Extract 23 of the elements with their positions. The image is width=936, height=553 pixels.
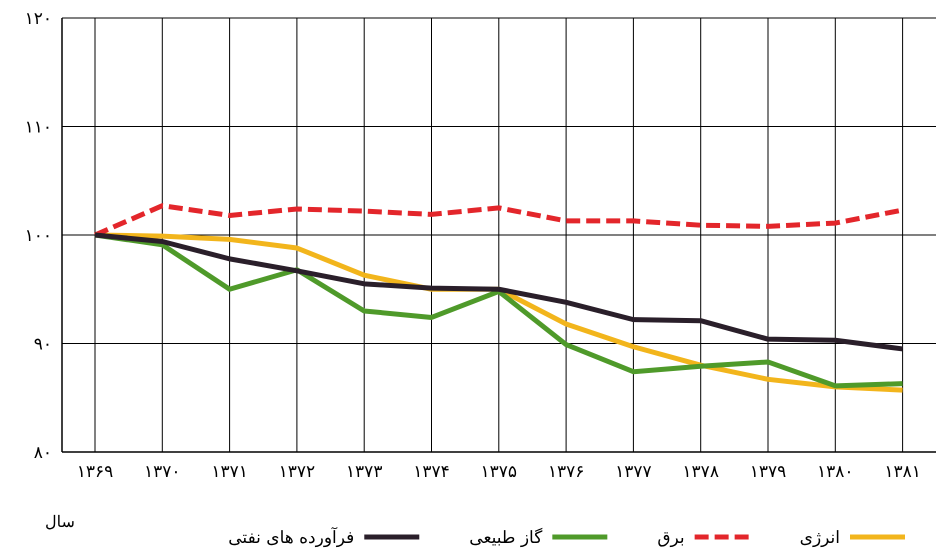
- y-tick-label: ۹۰: [34, 334, 52, 354]
- x-tick-label: ۱۳۷۸: [682, 462, 719, 482]
- x-tick-label: ۱۳۷۴: [413, 462, 450, 482]
- x-tick-label: ۱۳۸۱: [884, 462, 921, 482]
- legend-label: انرژی: [800, 528, 840, 548]
- y-tick-label: ۸۰: [34, 443, 52, 463]
- x-tick-label: ۱۳۷۱: [211, 462, 248, 482]
- x-tick-label: ۱۳۷۹: [750, 462, 786, 482]
- x-tick-label: ۱۳۷۷: [615, 462, 652, 482]
- x-tick-label: ۱۳۷۶: [548, 462, 584, 482]
- y-tick-label: ۱۲۰: [24, 9, 52, 29]
- legend-label: فرآورده های نفتی: [228, 527, 354, 548]
- x-axis-title: سال: [45, 512, 75, 531]
- x-tick-label: ۱۳۷۲: [278, 462, 316, 482]
- legend-label: برق: [657, 528, 685, 548]
- x-tick-label: ۱۳۷۳: [346, 462, 382, 482]
- y-tick-label: ۱۰۰: [24, 226, 52, 246]
- x-tick-label: ۱۳۷۰: [144, 462, 181, 482]
- x-tick-label: ۱۳۶۹: [76, 462, 114, 482]
- x-tick-label: ۱۳۸۰: [817, 462, 854, 482]
- y-tick-label: ۱۱۰: [24, 118, 52, 138]
- x-tick-label: ۱۳۷۵: [480, 462, 518, 482]
- legend-label: گاز طبیعی: [469, 527, 544, 548]
